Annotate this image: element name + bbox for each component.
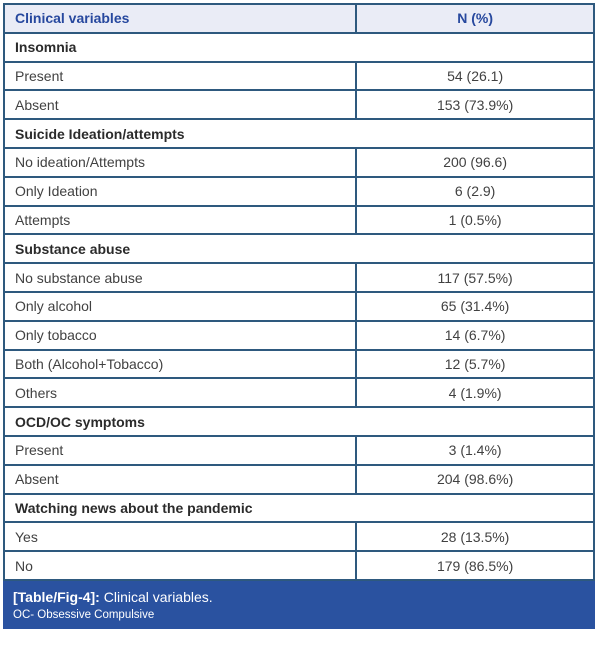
section-title: Watching news about the pandemic — [3, 492, 595, 524]
table-row: Both (Alcohol+Tobacco) 12 (5.7%) — [2, 348, 595, 380]
column-header-clinical-variables: Clinical variables — [2, 3, 358, 34]
column-header-n-percent: N (%) — [355, 3, 595, 34]
clinical-variables-table: Clinical variables N (%) Insomnia Present… — [2, 3, 595, 581]
section-row: Insomnia — [3, 31, 595, 63]
table-row: Absent 153 (73.9%) — [2, 89, 595, 121]
table-row: No ideation/Attempts 200 (96.6) — [2, 146, 595, 178]
row-label: Absent — [2, 89, 358, 121]
section-row: Substance abuse — [3, 233, 595, 265]
row-value: 54 (26.1) — [355, 60, 595, 92]
table-row: Attempts 1 (0.5%) — [2, 204, 595, 236]
row-value: 204 (98.6%) — [355, 463, 595, 495]
row-label: Only Ideation — [2, 175, 358, 207]
row-label: Present — [2, 60, 358, 92]
row-label: Only tobacco — [2, 319, 358, 351]
table-row: Absent 204 (98.6%) — [2, 463, 595, 495]
row-label: No — [2, 550, 358, 581]
row-value: 153 (73.9%) — [355, 89, 595, 121]
table-row: No substance abuse 117 (57.5%) — [2, 262, 595, 293]
row-label: Yes — [2, 521, 358, 553]
caption-line: [Table/Fig-4]: Clinical variables. — [13, 588, 585, 606]
header-row: Clinical variables N (%) — [2, 3, 595, 34]
row-label: Attempts — [2, 204, 358, 236]
row-label: Others — [2, 377, 358, 409]
table-row: Only alcohol 65 (31.4%) — [2, 290, 595, 322]
row-label: Only alcohol — [2, 290, 358, 322]
row-value: 6 (2.9) — [355, 175, 595, 207]
section-row: Suicide Ideation/attempts — [3, 118, 595, 149]
row-label: No ideation/Attempts — [2, 146, 358, 178]
row-value: 179 (86.5%) — [355, 550, 595, 581]
row-value: 117 (57.5%) — [355, 262, 595, 293]
table-row: No 179 (86.5%) — [2, 550, 595, 581]
row-value: 65 (31.4%) — [355, 290, 595, 322]
row-value: 4 (1.9%) — [355, 377, 595, 409]
table-row: Others 4 (1.9%) — [2, 377, 595, 409]
section-row: Watching news about the pandemic — [3, 492, 595, 524]
table-body: Insomnia Present 54 (26.1) Absent 153 (73.9%… — [2, 31, 595, 581]
table-row: Present 3 (1.4%) — [2, 434, 595, 466]
row-value: 200 (96.6) — [355, 146, 595, 178]
table-row: Yes 28 (13.5%) — [2, 521, 595, 553]
table-row: Only Ideation 6 (2.9) — [2, 175, 595, 207]
row-value: 12 (5.7%) — [355, 348, 595, 380]
row-label: Both (Alcohol+Tobacco) — [2, 348, 358, 380]
section-title: OCD/OC symptoms — [3, 406, 595, 437]
row-value: 14 (6.7%) — [355, 319, 595, 351]
row-label: Absent — [2, 463, 358, 495]
table-fig-label: [Table/Fig-4]: — [13, 588, 100, 605]
table-caption: [Table/Fig-4]: Clinical variables. OC- O… — [3, 580, 595, 629]
row-label: No substance abuse — [2, 262, 358, 293]
row-value: 28 (13.5%) — [355, 521, 595, 553]
table-row: Present 54 (26.1) — [2, 60, 595, 92]
section-row: OCD/OC symptoms — [3, 406, 595, 437]
section-title: Substance abuse — [3, 233, 595, 265]
caption-text: Clinical variables. — [103, 588, 213, 605]
section-title: Suicide Ideation/attempts — [3, 118, 595, 149]
table-row: Only tobacco 14 (6.7%) — [2, 319, 595, 351]
row-value: 3 (1.4%) — [355, 434, 595, 466]
section-title: Insomnia — [3, 31, 595, 63]
caption-footnote: OC- Obsessive Compulsive — [13, 608, 155, 621]
row-value: 1 (0.5%) — [355, 204, 595, 236]
row-label: Present — [2, 434, 358, 466]
